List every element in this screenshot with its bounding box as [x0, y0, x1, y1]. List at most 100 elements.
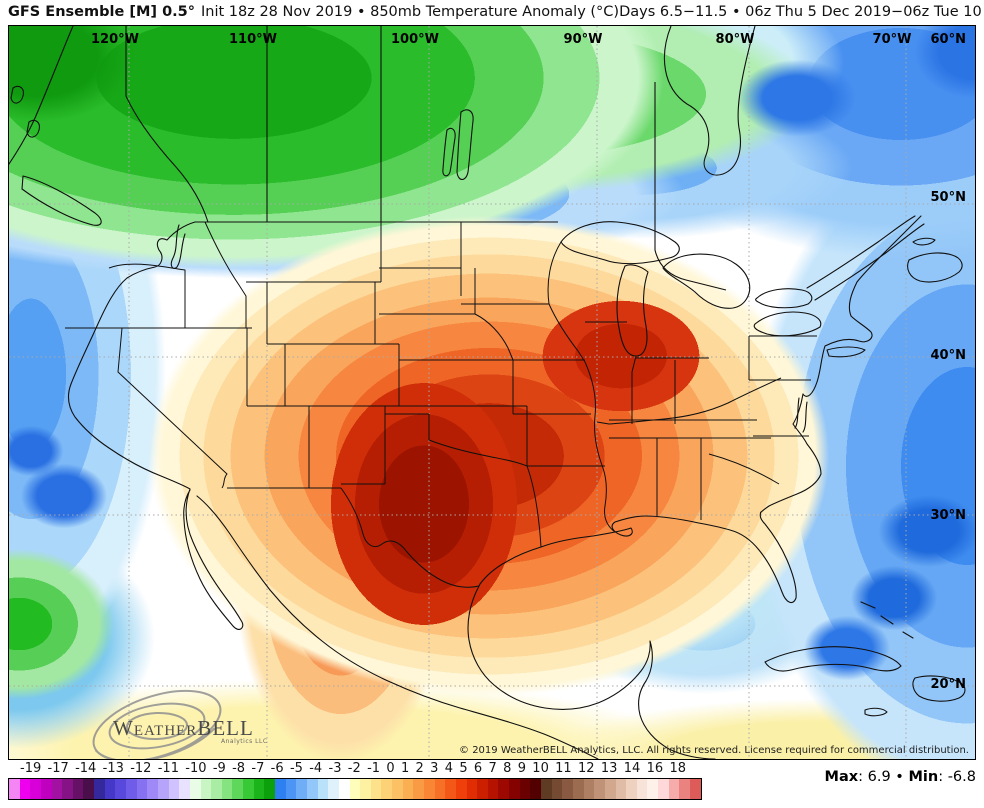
colorbar-tick: 18 — [669, 761, 686, 776]
colorbar-cell — [509, 779, 520, 799]
colorbar-cell — [455, 779, 467, 799]
colorbar-tick: 13 — [600, 761, 618, 776]
colorbar-tick: 0 — [386, 761, 395, 776]
colorbar-cell — [551, 779, 563, 799]
colorbar-cell — [413, 779, 424, 799]
colorbar-cell — [402, 779, 414, 799]
colorbar-cell — [221, 779, 233, 799]
stats-separator: • — [890, 769, 909, 785]
colorbar-cell — [253, 779, 265, 799]
colorbar-cell — [466, 779, 478, 799]
max-min-stats: Max: 6.9 • Min: -6.8 — [825, 769, 976, 785]
lat-label: 60°N — [930, 32, 966, 47]
lon-label: 90°W — [563, 32, 603, 47]
colorbar-cell — [594, 779, 605, 799]
colorbar-cell — [168, 779, 180, 799]
colorbar-cell — [541, 779, 552, 799]
copyright-notice: © 2019 WeatherBELL Analytics, LLC. All r… — [459, 745, 969, 756]
max-value: : 6.9 — [858, 769, 891, 785]
lat-label: 30°N — [930, 508, 966, 523]
colorbar-cell — [530, 779, 542, 799]
colorbar-cell — [647, 779, 659, 799]
lon-label: 120°W — [91, 32, 139, 47]
colorbar-tick: -14 — [75, 761, 97, 776]
colorbar-cell — [562, 779, 573, 799]
lon-label: 110°W — [229, 32, 277, 47]
colorbar-tick: 8 — [503, 761, 512, 776]
colorbar-cell — [104, 779, 116, 799]
coastline-borders — [9, 26, 966, 759]
colorbar-cell — [658, 779, 669, 799]
colorbar-tick: 9 — [517, 761, 526, 776]
colorbar-cell — [434, 779, 446, 799]
colorbar-tick: -8 — [232, 761, 246, 776]
colorbar-cell — [264, 779, 276, 799]
colorbar-cell — [370, 779, 382, 799]
colorbar-cell — [285, 779, 297, 799]
lon-label: 100°W — [391, 32, 439, 47]
colorbar-tick: 14 — [623, 761, 641, 776]
lon-label: 70°W — [872, 32, 912, 47]
colorbar-cell — [189, 779, 201, 799]
colorbar-cell — [519, 779, 531, 799]
great-lakes-outlines — [560, 221, 822, 357]
model-name: GFS Ensemble [M] 0.5° — [8, 4, 195, 20]
colorbar-cell — [679, 779, 690, 799]
colorbar-cell — [338, 779, 350, 799]
colorbar-tick: 4 — [444, 761, 454, 776]
colorbar-tick: -12 — [130, 761, 152, 776]
colorbar-cell — [487, 779, 499, 799]
title-bar: GFS Ensemble [M] 0.5° Init 18z 28 Nov 20… — [0, 0, 984, 24]
colorbar-tick: -6 — [270, 761, 284, 776]
colorbar-cell — [604, 779, 616, 799]
colorbar-cell — [94, 779, 105, 799]
colorbar-tick: 3 — [430, 761, 439, 776]
logo-brand: WeatherBELL — [113, 716, 254, 740]
colorbar-tick: 12 — [578, 761, 595, 776]
colorbar-cell — [626, 779, 637, 799]
colorbar-tick: -4 — [309, 761, 323, 776]
init-and-product: Init 18z 28 Nov 2019 • 850mb Temperature… — [201, 4, 620, 20]
colorbar-cell — [211, 779, 222, 799]
colorbar-cell — [126, 779, 137, 799]
lat-label: 50°N — [930, 190, 966, 205]
colorbar-tick: -10 — [185, 761, 207, 776]
colorbar-cell — [115, 779, 127, 799]
colorbar-tick: -19 — [20, 761, 42, 776]
lon-label: 80°W — [715, 32, 755, 47]
colorbar-cell — [72, 779, 84, 799]
max-label: Max — [824, 769, 859, 785]
colorbar-cell — [583, 779, 595, 799]
colorbar-tick: 5 — [459, 761, 468, 776]
colorbar-cell — [306, 779, 318, 799]
colorbar-cell — [232, 779, 244, 799]
colorbar-cell — [9, 779, 20, 799]
weatherbell-logo-swirl — [92, 689, 222, 759]
colorbar-tick: 16 — [646, 761, 664, 776]
colorbar-cell — [19, 779, 31, 799]
colorbar-tick: -2 — [347, 761, 361, 776]
colorbar — [8, 778, 702, 800]
colorbar-cell — [572, 779, 584, 799]
colorbar-cell — [40, 779, 52, 799]
colorbar-cell — [328, 779, 339, 799]
colorbar-tick: -9 — [212, 761, 226, 776]
colorbar-tick: -3 — [328, 761, 342, 776]
colorbar-tick: 2 — [415, 761, 424, 776]
colorbar-section: -19 -17 -14 -13 -12 -11 -10 -9 -8 -7 -6 -5 -4 -3 -2 -1 0… — [8, 760, 976, 806]
min-value: : -6.8 — [938, 769, 976, 785]
colorbar-cell — [136, 779, 148, 799]
colorbar-cell — [392, 779, 403, 799]
colorbar-cell — [615, 779, 627, 799]
graticule-lines — [9, 26, 975, 759]
colorbar-tick: -13 — [102, 761, 124, 776]
colorbar-cell — [636, 779, 648, 799]
colorbar-cell — [243, 779, 254, 799]
state-borders — [65, 221, 817, 588]
valid-period: Days 6.5−11.5 • 06z Thu 5 Dec 2019−06z T… — [619, 4, 984, 20]
colorbar-tick: -11 — [157, 761, 179, 776]
colorbar-cell — [445, 779, 456, 799]
colorbar-tick: -1 — [367, 761, 381, 776]
colorbar-cell — [147, 779, 158, 799]
